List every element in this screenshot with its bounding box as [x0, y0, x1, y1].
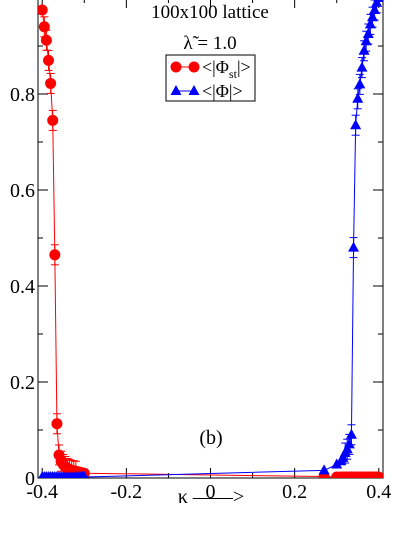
data-point	[345, 428, 357, 439]
series-phi	[38, 0, 383, 478]
data-point	[356, 61, 368, 72]
legend-marker-phi-2	[188, 85, 200, 95]
data-point	[358, 44, 370, 55]
data-point	[362, 28, 374, 38]
x-tick-label: 0.4	[366, 481, 391, 503]
data-point	[350, 119, 362, 130]
legend: <|Φst|> <|Φ|>	[165, 54, 256, 102]
data-point	[47, 114, 59, 126]
data-point	[45, 77, 57, 89]
y-tick-label: 0.8	[10, 84, 35, 106]
legend-box	[165, 54, 256, 102]
data-point	[318, 464, 330, 475]
data-point	[343, 438, 355, 449]
data-point	[360, 35, 372, 46]
chart-title: 100x100 lattice	[151, 2, 269, 23]
legend-label-phi: <|Φ|>	[202, 81, 243, 101]
data-point	[38, 4, 48, 16]
data-point	[40, 34, 52, 46]
x-tick-label: -0.2	[111, 481, 143, 503]
data-point	[366, 11, 378, 22]
x-tick-label: -0.4	[26, 481, 58, 503]
data-point	[38, 21, 50, 33]
y-tick-label: 0.6	[10, 180, 35, 202]
legend-label-phi-st-main: <|Φ	[202, 57, 229, 77]
data-point	[369, 4, 381, 14]
x-tick-label: 0.2	[282, 481, 307, 503]
legend-marker-phi-st-1	[170, 61, 182, 73]
data-point	[364, 18, 376, 29]
y-tick-label: 0.2	[10, 372, 35, 394]
data-point	[348, 241, 360, 252]
legend-label-phi-st: <|Φst|>	[202, 57, 251, 81]
legend-label-phi-st-sub: st	[229, 67, 238, 81]
legend-marker-phi-1	[170, 85, 182, 95]
data-point	[373, 0, 383, 2]
data-point	[49, 249, 61, 261]
legend-label-phi-st-end: |>	[237, 57, 251, 77]
y-tick-label: 0	[25, 468, 35, 490]
data-point	[373, 471, 383, 478]
series-phi-st	[38, 4, 383, 478]
data-point	[354, 78, 366, 89]
data-point	[352, 92, 364, 103]
chart-subtitle: λ̃ = 1.0	[183, 33, 236, 54]
data-point	[80, 471, 89, 478]
y-tick-label: 0.4	[10, 276, 35, 298]
data-point	[43, 54, 55, 66]
legend-marker-phi-st-2	[188, 61, 200, 73]
x-axis-label: κ ——>	[178, 486, 244, 508]
x-tick-label: 0	[206, 481, 216, 503]
panel-annotation: (b)	[199, 427, 222, 449]
data-point	[371, 0, 383, 7]
data-point	[51, 418, 63, 430]
